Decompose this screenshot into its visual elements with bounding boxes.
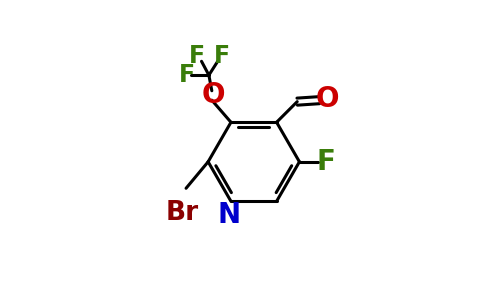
Text: O: O	[201, 81, 225, 109]
Text: F: F	[317, 148, 335, 176]
Text: Br: Br	[166, 200, 199, 226]
Text: F: F	[189, 44, 205, 68]
Text: N: N	[218, 201, 241, 229]
Text: O: O	[316, 85, 339, 113]
Text: F: F	[214, 44, 230, 68]
Text: F: F	[179, 63, 195, 87]
